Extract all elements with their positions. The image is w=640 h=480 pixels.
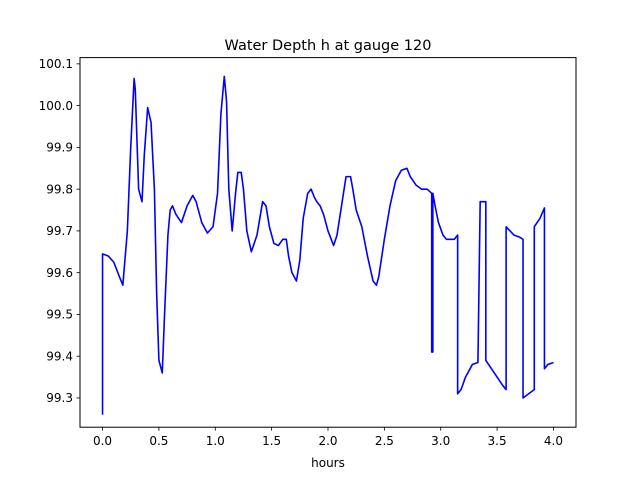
y-axis: 99.3 99.4 99.5 99.6 99.7 99.8 99.9 100.0 100.1 <box>39 57 80 405</box>
x-tick-label: 2.0 <box>318 434 337 448</box>
y-tick-label: 99.3 <box>46 391 73 405</box>
x-tick-label: 2.5 <box>375 434 394 448</box>
y-tick-label: 99.4 <box>46 349 73 363</box>
chart-title: Water Depth h at gauge 120 <box>225 38 432 54</box>
y-tick-label: 99.5 <box>46 308 73 322</box>
y-tick-label: 99.7 <box>46 224 73 238</box>
x-tick-label: 3.0 <box>431 434 450 448</box>
x-tick-label: 1.0 <box>206 434 225 448</box>
x-tick-label: 0.0 <box>93 434 112 448</box>
x-axis-label: hours <box>311 456 345 470</box>
x-tick-label: 4.0 <box>544 434 563 448</box>
y-tick-label: 100.1 <box>39 57 73 71</box>
y-tick-label: 99.6 <box>46 266 73 280</box>
y-tick-label: 99.9 <box>46 141 73 155</box>
x-tick-label: 3.5 <box>488 434 507 448</box>
x-tick-label: 0.5 <box>149 434 168 448</box>
plot-data <box>101 75 554 415</box>
y-tick-label: 99.8 <box>46 182 73 196</box>
series-line-0 <box>101 75 554 415</box>
x-tick-label: 1.5 <box>262 434 281 448</box>
x-axis: 0.0 0.5 1.0 1.5 2.0 2.5 3.0 3.5 4.0 <box>93 427 563 448</box>
y-tick-label: 100.0 <box>39 99 73 113</box>
plot-area-frame <box>79 57 577 428</box>
